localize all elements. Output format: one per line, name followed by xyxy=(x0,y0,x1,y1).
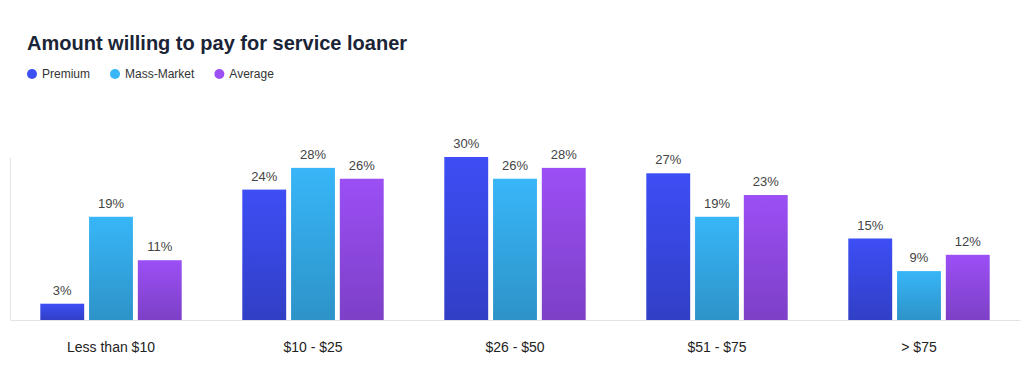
chart: Amount willing to pay for service loaner… xyxy=(0,0,1024,379)
bar xyxy=(138,260,182,320)
data-label: 23% xyxy=(753,174,779,189)
bar xyxy=(848,239,892,321)
data-label: 28% xyxy=(300,147,326,162)
x-tick: > $75 xyxy=(901,320,937,355)
legend: Premium Mass-Market Average xyxy=(27,67,274,81)
legend-item: Premium xyxy=(27,67,90,81)
x-tick-label: $26 - $50 xyxy=(485,339,544,355)
x-tick: Less than $10 xyxy=(67,320,155,355)
data-label: 26% xyxy=(349,158,375,173)
x-axis: Less than $10 $10 - $25 $26 - $50 $51 - $75… xyxy=(11,320,1021,355)
data-label: 26% xyxy=(502,158,528,173)
legend-label: Premium xyxy=(42,67,90,81)
data-label: 19% xyxy=(704,196,730,211)
bar xyxy=(242,190,286,320)
bar xyxy=(444,157,488,320)
y-axis-line xyxy=(10,158,11,321)
bar xyxy=(744,195,788,320)
data-label: 19% xyxy=(98,196,124,211)
data-label: 12% xyxy=(955,234,981,249)
y-axis xyxy=(10,158,11,321)
bar xyxy=(897,271,941,320)
x-tick: $26 - $50 xyxy=(485,320,544,355)
data-label: 9% xyxy=(910,250,929,265)
bar xyxy=(695,217,739,320)
data-label: 28% xyxy=(551,147,577,162)
legend-label: Average xyxy=(229,67,274,81)
bar xyxy=(340,179,384,320)
x-tick-label: $51 - $75 xyxy=(687,339,746,355)
data-label: 30% xyxy=(453,136,479,151)
data-label: 3% xyxy=(53,283,72,298)
bars xyxy=(40,157,989,320)
bar xyxy=(493,179,537,320)
x-tick-label: $10 - $25 xyxy=(283,339,342,355)
data-label: 11% xyxy=(147,239,172,254)
data-label: 27% xyxy=(655,152,681,167)
legend-item: Average xyxy=(214,67,274,81)
legend-swatch xyxy=(110,69,120,79)
bar xyxy=(646,173,690,320)
bar xyxy=(291,168,335,320)
legend-label: Mass-Market xyxy=(125,67,195,81)
legend-swatch xyxy=(27,69,37,79)
title: Amount willing to pay for service loaner xyxy=(27,32,407,54)
legend-swatch xyxy=(214,69,224,79)
bar xyxy=(946,255,990,320)
x-axis-line xyxy=(11,320,1021,321)
legend-item: Mass-Market xyxy=(110,67,195,81)
x-tick: $10 - $25 xyxy=(283,320,342,355)
data-labels: 3% 24% 30% 27% 15% 19% 28% 26% 19% 9% 11% 26% 28% 23%… xyxy=(53,136,981,298)
bar xyxy=(542,168,586,320)
data-label: 15% xyxy=(857,218,883,233)
x-tick-label: > $75 xyxy=(901,339,937,355)
x-tick-label: Less than $10 xyxy=(67,339,155,355)
bar xyxy=(89,217,133,320)
data-label: 24% xyxy=(251,169,277,184)
x-tick: $51 - $75 xyxy=(687,320,746,355)
bar xyxy=(40,304,84,320)
